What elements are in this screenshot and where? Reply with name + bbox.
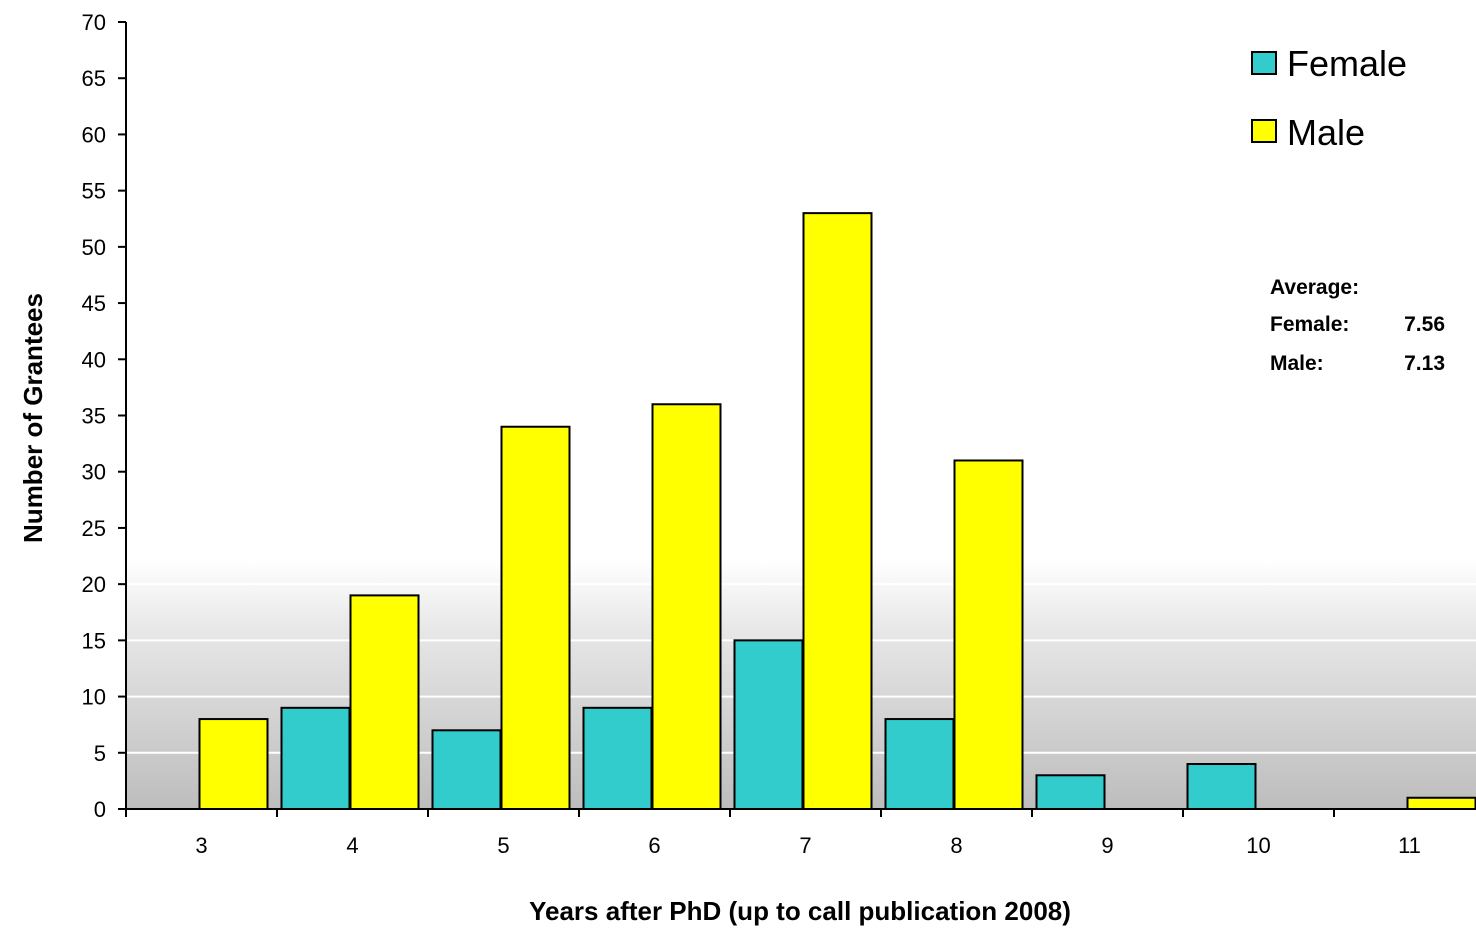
- x-tick-label: 8: [950, 833, 962, 858]
- bar-female-6: [582, 706, 653, 810]
- y-tick-label: 60: [82, 122, 106, 147]
- bar-male-7: [802, 212, 873, 810]
- y-axis-title: Number of Grantees: [18, 293, 48, 543]
- x-axis-title: Years after PhD (up to call publication …: [529, 896, 1071, 926]
- y-tick-label: 5: [94, 741, 106, 766]
- bar-female-9: [1035, 774, 1106, 810]
- bar-male-8: [953, 459, 1024, 810]
- legend-label-male: Male: [1287, 112, 1365, 153]
- y-tick-label: 55: [82, 179, 106, 204]
- bar-female-10: [1186, 763, 1257, 810]
- average-male-label: Male:: [1270, 352, 1324, 375]
- x-tick-label: 3: [195, 833, 207, 858]
- bar-male-11: [1406, 796, 1476, 810]
- legend: Female Male: [1251, 43, 1407, 153]
- bar-female-7: [733, 639, 804, 810]
- bar-male-3: [198, 718, 269, 810]
- x-tick-label: 7: [799, 833, 811, 858]
- y-tick-label: 20: [82, 572, 106, 597]
- average-male-value: 7.13: [1404, 352, 1445, 375]
- x-tick-label: 6: [648, 833, 660, 858]
- x-tick-label: 9: [1101, 833, 1113, 858]
- x-tick-label: 4: [346, 833, 358, 858]
- y-tick-label: 0: [94, 797, 106, 822]
- y-axis: 0 5 10 15 20 25 30 35 40 45 50 55 60 65 70: [82, 10, 127, 822]
- x-axis: 3 4 5 6 7 8 9 10 11: [125, 808, 1476, 858]
- bar-female-4: [280, 706, 351, 810]
- y-tick-label: 10: [82, 685, 106, 710]
- y-tick-label: 30: [82, 460, 106, 485]
- bars: [198, 212, 1476, 811]
- y-tick-label: 25: [82, 516, 106, 541]
- y-tick-label: 15: [82, 628, 106, 653]
- y-tick-label: 45: [82, 291, 106, 316]
- bar-female-5: [431, 729, 502, 810]
- bar-female-8: [884, 718, 955, 810]
- y-tick-label: 65: [82, 66, 106, 91]
- legend-label-female: Female: [1287, 43, 1407, 84]
- y-tick-label: 70: [82, 10, 106, 35]
- y-tick-label: 35: [82, 404, 106, 429]
- average-female-value: 7.56: [1404, 313, 1445, 336]
- average-annotation: Average: Female: 7.56 Male: 7.13: [1270, 276, 1445, 375]
- y-tick-label: 40: [82, 347, 106, 372]
- x-tick-label: 11: [1398, 833, 1421, 858]
- bar-male-5: [500, 425, 571, 810]
- bar-male-6: [651, 403, 722, 810]
- average-heading: Average:: [1270, 276, 1359, 299]
- average-female-label: Female:: [1270, 313, 1349, 336]
- y-tick-label: 50: [82, 235, 106, 260]
- legend-swatch-female: [1251, 51, 1277, 75]
- legend-swatch-male: [1251, 119, 1277, 143]
- x-tick-label: 10: [1246, 833, 1270, 858]
- x-tick-label: 5: [497, 833, 509, 858]
- bar-male-4: [349, 594, 420, 811]
